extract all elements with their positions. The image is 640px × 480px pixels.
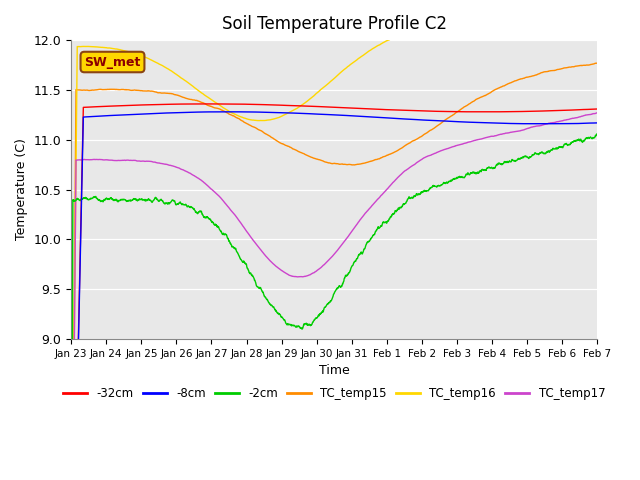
Text: SW_met: SW_met [84,56,141,69]
X-axis label: Time: Time [319,364,349,377]
Title: Soil Temperature Profile C2: Soil Temperature Profile C2 [222,15,447,33]
Legend: -32cm, -8cm, -2cm, TC_temp15, TC_temp16, TC_temp17: -32cm, -8cm, -2cm, TC_temp15, TC_temp16,… [59,383,610,405]
Y-axis label: Temperature (C): Temperature (C) [15,139,28,240]
